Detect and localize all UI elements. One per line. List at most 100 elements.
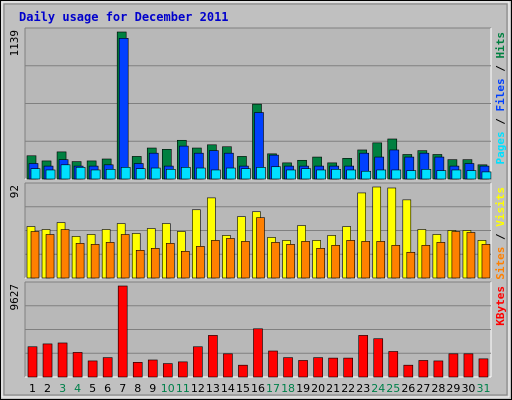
legend-part: / [494,227,507,247]
kbytes-bar [268,350,278,378]
x-tick-label: 27 [416,382,430,395]
sites-bar [90,244,100,279]
sites-bar [361,241,371,279]
pages-bar [135,168,146,180]
pages-bar [346,169,356,180]
pages-bar [391,169,402,180]
sites-bar [226,238,235,279]
kbytes-bar [238,364,248,378]
kbytes-bar [433,360,444,378]
x-tick-label: 25 [386,382,400,395]
sites-bar [436,242,446,279]
x-tick-label: 13 [206,382,220,395]
x-tick-label: 2 [44,382,51,395]
kbytes-bar [373,338,384,378]
pages-bar [466,170,477,180]
x-tick-label: 21 [326,382,340,395]
pages-bar [60,164,71,180]
sites-bar [75,243,85,279]
pages-bar [150,167,161,180]
legend-part: / [494,112,507,132]
kbytes-bar [463,353,474,378]
pages-bar [30,168,41,180]
sites-bar [45,234,55,279]
kbytes-bar [223,353,233,378]
sites-bar [316,248,325,279]
legend-part: Pages [494,131,507,164]
sites-bar [150,248,160,279]
kbytes-bar [27,346,38,378]
pages-bar [241,168,251,180]
x-tick-label: 4 [74,382,81,395]
x-tick-label: 9 [149,382,156,395]
x-tick-label: 11 [176,382,190,395]
sites-bar [30,231,40,279]
x-tick-label: 30 [461,382,475,395]
sites-bar [181,250,190,279]
legend-part: Visits [494,187,507,227]
sites-bar [286,244,295,279]
x-tick-label: 17 [266,382,280,395]
x-tick-label: 28 [431,382,445,395]
kbytes-panel-max-label: 9627 [8,284,21,311]
sites-bar [301,241,310,279]
x-tick-label: 20 [311,382,325,395]
pages-bar [196,167,206,180]
legend-part: / [494,59,507,79]
pages-bar [226,167,236,180]
kbytes-bar [388,351,399,378]
pages-bar [286,169,296,180]
kbytes-bar [57,342,68,378]
pages-bar [361,170,372,180]
x-tick-label: 6 [104,382,111,395]
sites-bar [346,240,355,279]
kbytes-bar [298,360,308,378]
kbytes-bar [162,363,173,378]
sites-bar [241,241,250,279]
x-tick-label: 26 [401,382,415,395]
kbytes-bar [448,353,459,378]
x-tick-label: 14 [221,382,235,395]
kbytes-panel-legend: KBytes [494,286,507,326]
kbytes-bar [42,343,53,378]
pages-bar [90,169,101,180]
legend-part: Files [494,78,507,111]
kbytes-bar [328,357,338,378]
sites-bar [271,242,280,279]
kbytes-bar [102,357,113,378]
pages-bar [331,169,341,180]
pages-bar [75,167,86,180]
kbytes-bar [72,352,83,378]
x-tick-label: 16 [251,382,265,395]
sites-bar [105,242,115,279]
pages-bar [181,167,191,180]
kbytes-bar [193,346,203,378]
pages-bar [45,169,56,180]
x-tick-label: 18 [281,382,295,395]
pages-bar [165,169,176,180]
visits-panel-legend: Sites / Visits [494,187,507,280]
kbytes-bar [253,328,263,378]
pages-bar [120,167,131,180]
sites-bar [120,234,130,279]
x-tick-label: 7 [119,382,126,395]
pages-bar [301,168,311,180]
x-tick-label: 31 [476,382,490,395]
sites-bar [256,217,265,279]
pages-bar [256,167,266,180]
hits-panel-legend: Pages / Files / Hits [494,32,507,165]
pages-bar [105,169,116,180]
sites-bar [481,244,491,279]
pages-bar [271,166,281,180]
kbytes-bar [313,357,323,378]
kbytes-bar [403,364,414,378]
legend-part: Sites [494,247,507,280]
pages-bar [211,169,221,180]
pages-bar [316,169,326,180]
files-bar [118,38,129,180]
pages-bar [376,169,387,180]
sites-bar [451,231,461,279]
